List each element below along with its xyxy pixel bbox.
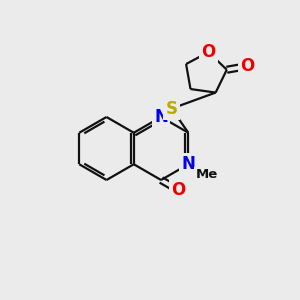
Text: S: S bbox=[166, 100, 178, 118]
Text: N: N bbox=[182, 155, 195, 173]
Text: O: O bbox=[240, 57, 254, 75]
Text: N: N bbox=[154, 108, 168, 126]
Text: O: O bbox=[201, 43, 216, 61]
Text: Me: Me bbox=[195, 168, 218, 181]
Text: O: O bbox=[171, 181, 185, 199]
